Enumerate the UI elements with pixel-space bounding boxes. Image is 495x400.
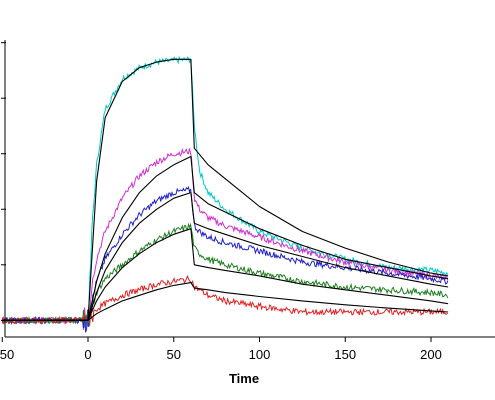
x-tick-label-3: 100 [249,347,271,362]
y-ticks [1,42,6,321]
x-axis-title: Time [229,371,259,386]
x-ticks: 50 0 50 100 150 200 [0,337,442,362]
series-line-4 [1,222,449,326]
series-line-5 [1,274,449,325]
series-line-1 [2,55,449,329]
x-tick-label-4: 150 [334,347,356,362]
x-tick-label-2: 50 [167,347,181,362]
series-line-3 [1,185,449,333]
x-tick-label-5: 200 [420,347,442,362]
fit-line-2 [2,155,449,321]
x-tick-label-0: 50 [0,347,14,362]
x-tick-label-1: 0 [84,347,91,362]
fit-line-4 [2,228,449,321]
fit-line-5 [2,282,449,321]
fit-line-1 [2,58,449,321]
fit-line-3 [2,192,449,321]
curves-layer [1,55,449,333]
